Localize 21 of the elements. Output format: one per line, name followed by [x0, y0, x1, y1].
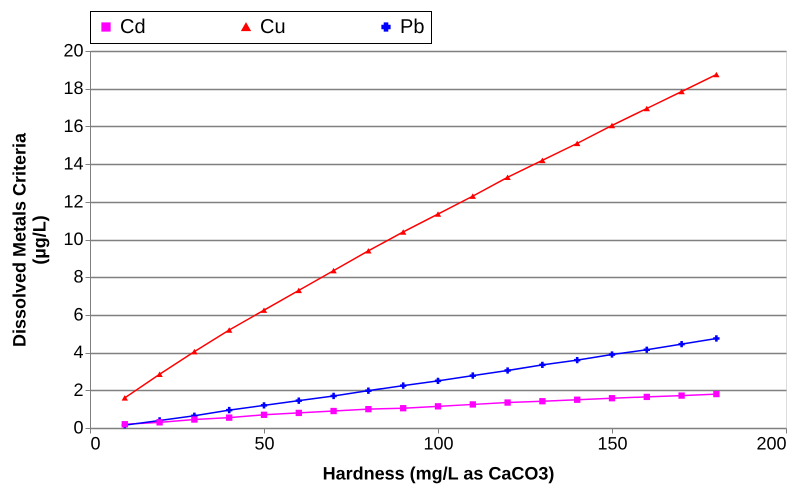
y-tick-label: 18	[63, 78, 84, 98]
y-axis-title: Dissolved Metals Criteria (µg/L)	[9, 132, 50, 348]
y-tick-label: 20	[63, 40, 84, 60]
y-tick-label: 8	[73, 266, 84, 287]
y-tick-label: 2	[73, 380, 84, 400]
legend-label: Cd	[120, 16, 146, 38]
y-tick-label: 4	[73, 342, 84, 362]
y-tick-label: 12	[63, 191, 84, 212]
y-tick-label: 16	[63, 116, 84, 136]
y-tick-label: 10	[63, 229, 84, 249]
y-tick-label: 14	[63, 154, 84, 174]
x-axis-title: Hardness (mg/L as CaCO3)	[322, 464, 554, 484]
legend-label: Cu	[260, 16, 286, 38]
x-tick-label: 150	[597, 434, 628, 454]
x-tick-label: 200	[756, 434, 786, 454]
x-tick-label: 0	[90, 434, 101, 454]
y-tick-label: 6	[73, 304, 84, 324]
legend-label: Pb	[400, 16, 424, 38]
x-tick-label: 50	[254, 434, 275, 454]
y-tick-label: 0	[73, 418, 84, 438]
x-tick-label: 100	[423, 434, 454, 454]
